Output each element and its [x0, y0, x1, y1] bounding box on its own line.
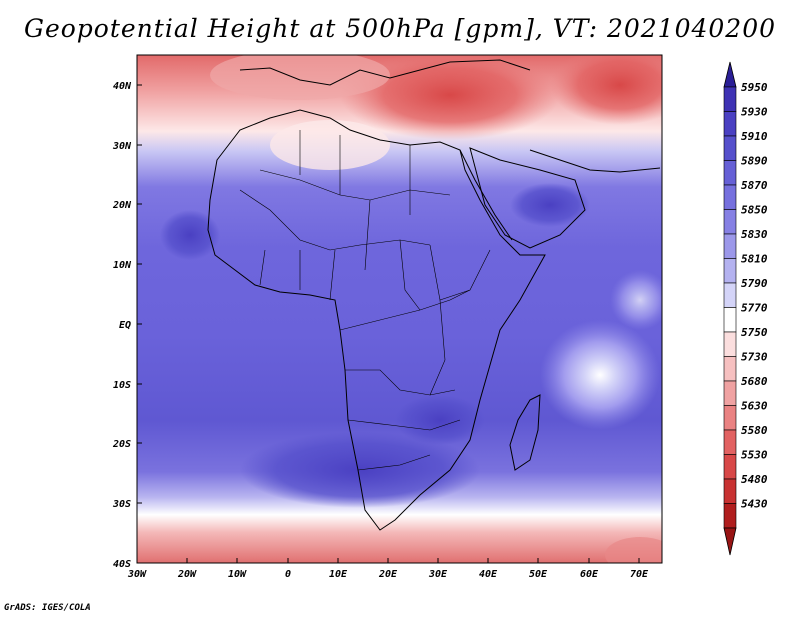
colorbar-box: [723, 86, 737, 112]
colorbar-box: [723, 331, 737, 357]
country-borders: [239, 130, 491, 471]
colorbar-label: 5680: [741, 375, 768, 388]
colorbar-box: [723, 429, 737, 455]
colorbar-box: [723, 478, 737, 504]
colorbar-label: 5770: [741, 302, 768, 315]
colorbar-arrow-bottom: [723, 527, 737, 556]
lon-label: 20W: [177, 569, 197, 580]
plot-frame: [136, 54, 663, 564]
colorbar-box: [723, 307, 737, 333]
lon-label: 10W: [228, 569, 247, 580]
colorbar: 5950 5930 5910 5890 5870 5850 5830 5810 5790 5770…: [723, 61, 768, 556]
colorbar-labels: 5950 5930 5910 5890 5870 5850 5830 5810 5790 5770…: [741, 81, 768, 511]
colorbar-label: 5870: [741, 179, 768, 192]
lon-label: 50E: [529, 569, 548, 580]
lon-label: 70E: [630, 569, 649, 580]
colorbar-label: 5910: [741, 130, 768, 143]
colorbar-label: 5790: [741, 277, 768, 290]
colorbar-label: 5890: [741, 155, 768, 168]
height-field: [137, 55, 662, 563]
colorbar-arrow-top: [723, 61, 737, 88]
colorbar-label: 5580: [741, 424, 768, 437]
map-title: Geopotential Height at 500hPa [gpm], VT:…: [23, 14, 777, 43]
colorbar-box: [723, 405, 737, 431]
colorbar-box: [723, 258, 737, 284]
lon-label: 40E: [479, 569, 498, 580]
colorbar-box: [723, 135, 737, 161]
lat-label: 30N: [112, 141, 132, 152]
colorbar-label: 5810: [741, 253, 768, 266]
lon-label: 10E: [329, 569, 348, 580]
colorbar-box: [723, 209, 737, 235]
colorbar-boxes: [723, 86, 737, 529]
lat-labels: 40N 30N 20N 10N EQ 10S 20S 30S 40S: [112, 81, 132, 570]
lat-tick-marks: [137, 84, 142, 564]
grads-credit: GrADS: IGES/COLA: [4, 603, 91, 613]
colorbar-box: [723, 233, 737, 259]
colorbar-box: [723, 184, 737, 210]
lat-label: 10S: [113, 380, 131, 391]
lat-label: 30S: [112, 499, 131, 510]
lon-labels: 30W 20W 10W 0 10E 20E 30E 40E 50E 60E 70…: [127, 569, 649, 580]
colorbar-box: [723, 356, 737, 382]
colorbar-label: 5830: [741, 228, 768, 241]
colorbar-label: 5630: [741, 400, 768, 413]
colorbar-label: 5480: [741, 473, 768, 486]
lon-label: 60E: [580, 569, 599, 580]
lon-tick-marks: [136, 558, 640, 563]
colorbar-box: [723, 380, 737, 406]
colorbar-label: 5430: [741, 498, 768, 511]
colorbar-box: [723, 160, 737, 186]
colorbar-box: [723, 503, 737, 529]
lat-label: 40N: [113, 81, 132, 92]
colorbar-label: 5530: [741, 449, 768, 462]
lat-label: 10N: [113, 260, 132, 271]
lon-label: 30E: [428, 569, 448, 580]
colorbar-label: 5950: [741, 81, 768, 94]
colorbar-label: 5730: [741, 351, 768, 364]
colorbar-label: 5850: [741, 204, 768, 217]
lat-label: 40S: [113, 559, 131, 570]
coastlines: [207, 59, 661, 531]
lon-label: 30W: [127, 569, 147, 580]
lat-label: 20N: [112, 200, 132, 211]
colorbar-box: [723, 111, 737, 137]
colorbar-label: 5750: [741, 326, 768, 339]
colorbar-label: 5930: [741, 106, 768, 119]
lon-label: 0: [285, 569, 291, 580]
lon-label: 20E: [378, 569, 398, 580]
colorbar-box: [723, 282, 737, 308]
lat-label: EQ: [119, 320, 131, 331]
colorbar-box: [723, 454, 737, 480]
lat-label: 20S: [112, 439, 131, 450]
